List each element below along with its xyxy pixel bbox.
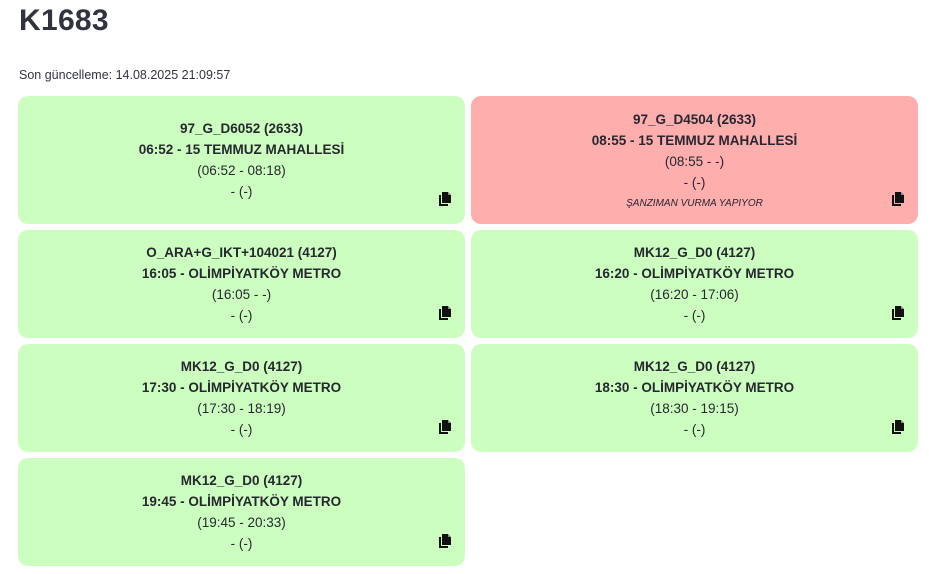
trip-note: ŞANZIMAN VURMA YAPIYOR: [626, 197, 763, 209]
trip-status: - (-): [683, 174, 706, 190]
trip-departure: 08:55 - 15 TEMMUZ MAHALLESİ: [591, 132, 798, 148]
copy-icon[interactable]: [891, 420, 905, 434]
trip-status: - (-): [683, 308, 706, 323]
trip-times: (19:45 - 20:33): [197, 515, 286, 530]
copy-icon[interactable]: [891, 306, 905, 320]
trip-times: (06:52 - 08:18): [197, 163, 286, 178]
trip-departure: 18:30 - OLİMPİYATKÖY METRO: [594, 380, 795, 395]
trip-times: (08:55 - -): [664, 153, 725, 169]
trip-departure: 06:52 - 15 TEMMUZ MAHALLESİ: [138, 142, 345, 157]
trip-card-grid: 97_G_D6052 (2633) 06:52 - 15 TEMMUZ MAHA…: [18, 96, 918, 566]
page-title: K1683: [19, 4, 109, 37]
trip-card-alert: 97_G_D4504 (2633) 08:55 - 15 TEMMUZ MAHA…: [471, 96, 918, 224]
trip-card: 97_G_D6052 (2633) 06:52 - 15 TEMMUZ MAHA…: [18, 96, 465, 224]
trip-times: (17:30 - 18:19): [197, 401, 286, 416]
trip-card: MK12_G_D0 (4127) 16:20 - OLİMPİYATKÖY ME…: [471, 230, 918, 338]
trip-route: MK12_G_D0 (4127): [180, 359, 303, 374]
trip-card: MK12_G_D0 (4127) 17:30 - OLİMPİYATKÖY ME…: [18, 344, 465, 452]
copy-icon[interactable]: [438, 306, 452, 320]
trip-departure: 16:20 - OLİMPİYATKÖY METRO: [594, 266, 795, 281]
trip-route: MK12_G_D0 (4127): [180, 473, 303, 488]
trip-times: (16:20 - 17:06): [650, 287, 739, 302]
trip-route: MK12_G_D0 (4127): [633, 359, 756, 374]
trip-card: MK12_G_D0 (4127) 19:45 - OLİMPİYATKÖY ME…: [18, 458, 465, 566]
trip-status: - (-): [230, 536, 253, 551]
trip-times: (18:30 - 19:15): [650, 401, 739, 416]
trip-route: O_ARA+G_IKT+104021 (4127): [146, 245, 337, 260]
copy-icon[interactable]: [438, 192, 452, 206]
trip-status: - (-): [230, 184, 253, 199]
trip-card: MK12_G_D0 (4127) 18:30 - OLİMPİYATKÖY ME…: [471, 344, 918, 452]
trip-status: - (-): [230, 308, 253, 323]
trip-status: - (-): [230, 422, 253, 437]
trip-departure: 16:05 - OLİMPİYATKÖY METRO: [141, 266, 342, 281]
trip-route: 97_G_D4504 (2633): [632, 111, 757, 127]
copy-icon[interactable]: [891, 192, 905, 206]
copy-icon[interactable]: [438, 534, 452, 548]
trip-departure: 19:45 - OLİMPİYATKÖY METRO: [141, 494, 342, 509]
trip-route: 97_G_D6052 (2633): [179, 121, 304, 136]
last-updated: Son güncelleme: 14.08.2025 21:09:57: [19, 68, 231, 82]
trip-departure: 17:30 - OLİMPİYATKÖY METRO: [141, 380, 342, 395]
trip-status: - (-): [683, 422, 706, 437]
trip-card: O_ARA+G_IKT+104021 (4127) 16:05 - OLİMPİ…: [18, 230, 465, 338]
trip-route: MK12_G_D0 (4127): [633, 245, 756, 260]
copy-icon[interactable]: [438, 420, 452, 434]
trip-times: (16:05 - -): [211, 287, 272, 302]
